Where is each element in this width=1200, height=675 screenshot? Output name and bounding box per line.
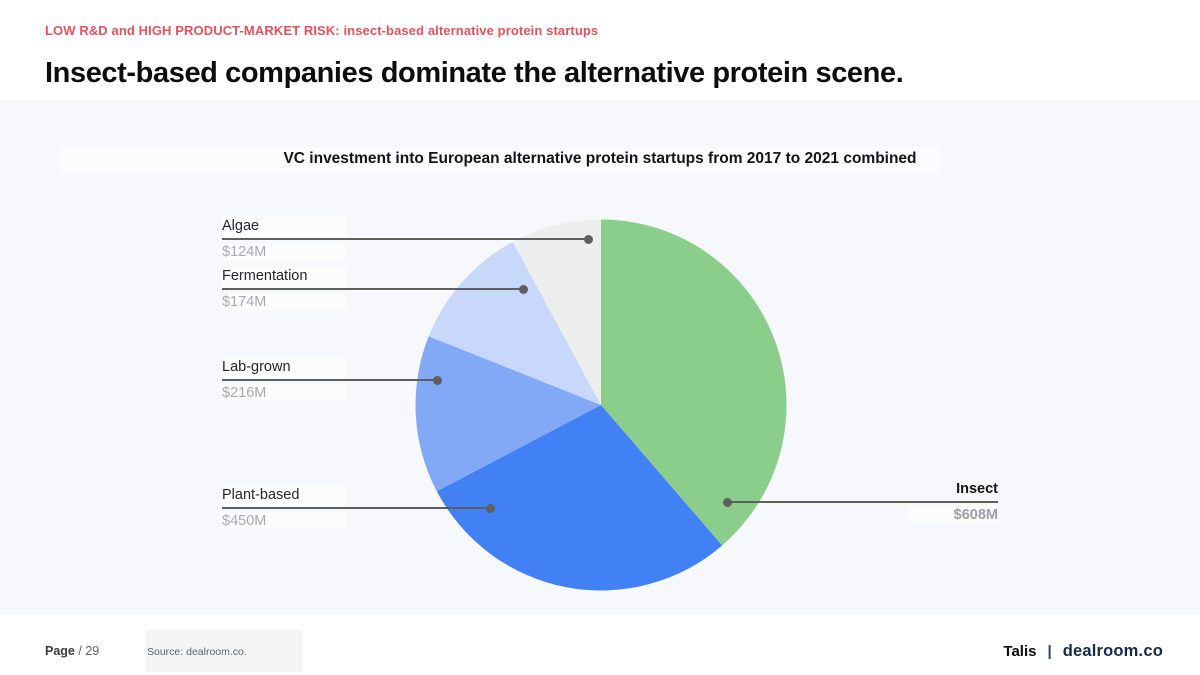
callout-line xyxy=(222,503,495,513)
callout-value-text: $216M xyxy=(222,385,346,401)
pie-slice-plant-based xyxy=(436,405,723,591)
callout-algae: Algae $124M xyxy=(222,216,593,260)
callout-label-text: Lab-grown xyxy=(222,357,346,378)
callout-value-text: $450M xyxy=(222,513,346,529)
page-indicator: Page / 29 xyxy=(45,644,99,658)
brand-talis: Talis xyxy=(1003,643,1037,660)
chart-panel: VC investment into European alternative … xyxy=(0,100,1200,615)
pie-slice-insect xyxy=(601,219,787,546)
callout-lab-grown: Lab-grown $216M xyxy=(222,357,442,401)
pie-chart-container xyxy=(415,219,787,591)
pie-slice-fermentation xyxy=(428,241,601,405)
callout-value: $124M xyxy=(222,240,590,260)
callout-value: $174M xyxy=(222,290,525,310)
callout-label: Plant-based xyxy=(222,485,492,506)
callout-line xyxy=(222,375,442,385)
slide-title: Insect-based companies dominate the alte… xyxy=(45,57,904,89)
callout-label-text: Plant-based xyxy=(222,485,346,506)
callout-label: Lab-grown xyxy=(222,357,439,378)
callout-value: $450M xyxy=(222,509,492,529)
callout-label: Algae xyxy=(222,216,590,237)
source-note: Source: dealroom.co. xyxy=(147,646,247,658)
callout-label: Fermentation xyxy=(222,266,525,287)
callout-value: $216M xyxy=(222,381,439,401)
callout-label-text: Fermentation xyxy=(222,266,346,287)
source-highlight-box xyxy=(146,630,302,672)
pie-slice-algae xyxy=(512,219,601,405)
slide-kicker: LOW R&D and HIGH PRODUCT-MARKET RISK: in… xyxy=(45,23,599,38)
callout-value: $608M xyxy=(726,503,998,523)
chart-title: VC investment into European alternative … xyxy=(283,150,917,167)
callout-fermentation: Fermentation $174M xyxy=(222,266,528,310)
pie-chart xyxy=(415,219,787,591)
page-number: / 29 xyxy=(78,644,100,658)
callout-plant-based: Plant-based $450M xyxy=(222,485,495,529)
brand-dealroom: dealroom.co xyxy=(1062,642,1163,660)
slide-footer: Page / 29 Source: dealroom.co. Talis | d… xyxy=(0,615,1200,675)
pie-slice-lab-grown xyxy=(415,336,601,492)
brand-separator: | xyxy=(1047,643,1052,660)
callout-line xyxy=(222,234,593,244)
brand-lockup: Talis | dealroom.co xyxy=(1003,642,1163,661)
callout-insect: Insect $608M xyxy=(723,479,998,523)
callout-value-text: $174M xyxy=(222,294,346,310)
page-label: Page xyxy=(45,644,75,658)
title-highlight-band xyxy=(60,147,940,174)
callout-label: Insect xyxy=(956,481,998,497)
callout-label-text: Algae xyxy=(222,216,346,237)
callout-value-text: $124M xyxy=(222,244,346,260)
callout-line xyxy=(723,497,998,507)
callout-line xyxy=(222,284,528,294)
callout-value-text: $608M xyxy=(908,507,998,523)
